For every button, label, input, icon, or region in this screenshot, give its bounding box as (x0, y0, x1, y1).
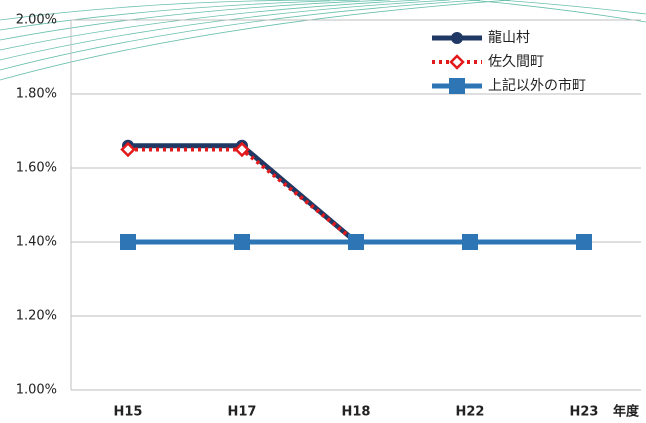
point (120, 141, 136, 158)
point (120, 234, 136, 250)
x-tick-label: H15 (114, 405, 143, 420)
point (348, 234, 364, 250)
x-axis-label: 年度 (613, 404, 640, 420)
x-tick-label: H17 (228, 405, 257, 420)
point (462, 234, 478, 250)
point (234, 234, 250, 250)
series-line (128, 143, 584, 245)
legend-label: 佐久間町 (488, 54, 544, 70)
x-tick-label: H18 (342, 405, 371, 420)
legend-marker (449, 78, 465, 94)
y-tick-label: 1.60% (16, 161, 57, 176)
x-tick-label: H22 (456, 405, 485, 420)
legend-label: 上記以外の市町 (488, 77, 586, 94)
legend-label: 龍山村 (488, 29, 530, 46)
point (576, 234, 592, 250)
legend-marker (451, 32, 463, 44)
legend-marker (449, 54, 465, 70)
series-line (128, 147, 584, 244)
y-tick-label: 1.80% (16, 87, 57, 102)
x-tick-label: H23 (570, 405, 599, 420)
point (234, 141, 250, 158)
y-tick-label: 2.00% (16, 13, 57, 28)
y-tick-label: 1.00% (16, 383, 57, 398)
y-tick-label: 1.40% (16, 235, 57, 250)
y-tick-label: 1.20% (16, 309, 57, 324)
decoration (0, 0, 646, 81)
